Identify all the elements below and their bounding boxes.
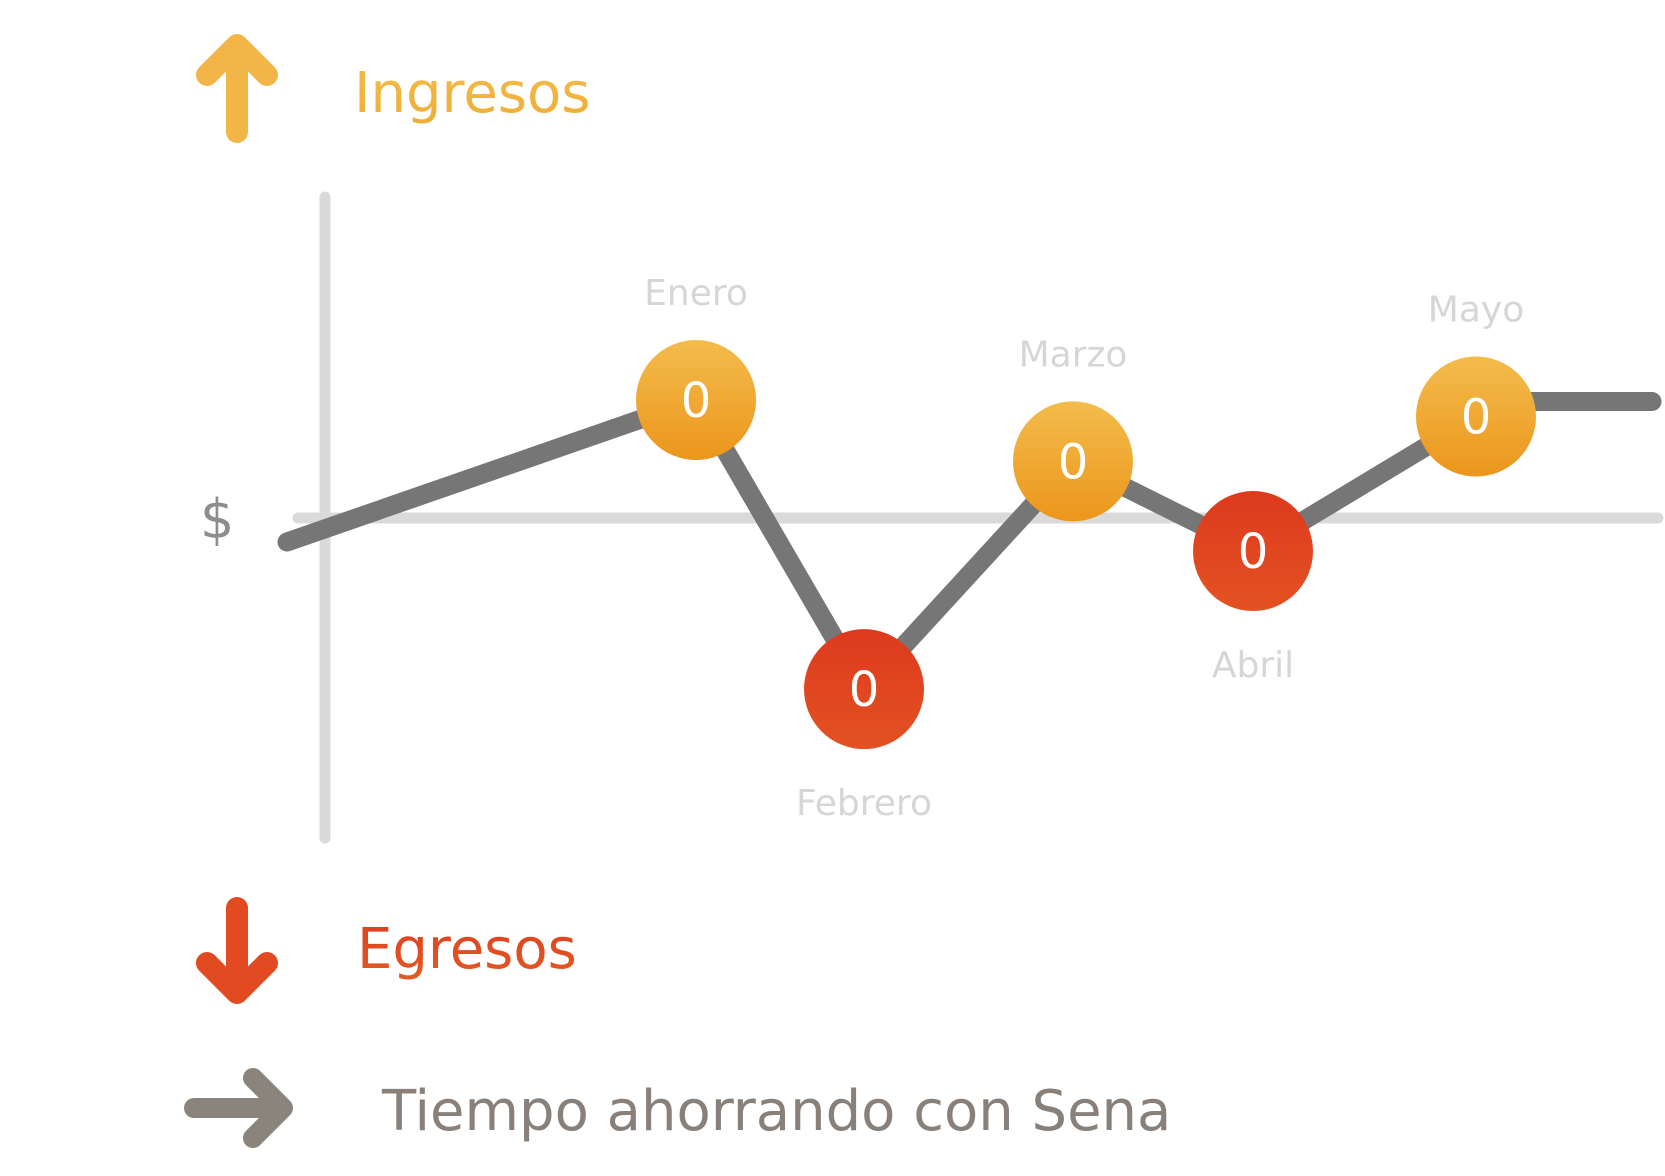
data-points: 0 0 0 0 0 <box>636 340 1536 750</box>
data-point-enero[interactable]: 0 <box>636 340 756 460</box>
value-label: 0 <box>849 662 880 718</box>
time-label: Tiempo ahorrando con Sena <box>381 1079 1171 1144</box>
arrow-right-icon <box>184 1068 293 1148</box>
axes <box>292 191 1664 844</box>
income-label: Ingresos <box>354 61 590 126</box>
month-label-febrero: Febrero <box>796 783 932 824</box>
data-point-febrero[interactable]: 0 <box>804 629 924 750</box>
data-point-mayo[interactable]: 0 <box>1416 356 1536 477</box>
arrow-up-icon <box>196 34 278 143</box>
y-axis-symbol: $ <box>200 488 234 551</box>
data-point-marzo[interactable]: 0 <box>1013 401 1133 522</box>
expense-legend: Egresos <box>196 897 577 1004</box>
expense-marker <box>1193 491 1313 612</box>
income-marker <box>1416 356 1536 477</box>
time-legend: Tiempo ahorrando con Sena <box>184 1068 1171 1148</box>
value-label: 0 <box>681 373 712 429</box>
data-point-abril[interactable]: 0 <box>1193 491 1313 612</box>
expense-marker <box>804 629 924 750</box>
arrow-down-icon <box>196 897 278 1004</box>
income-marker <box>636 340 756 460</box>
value-label: 0 <box>1461 390 1492 446</box>
income-marker <box>1013 401 1133 522</box>
month-label-mayo: Mayo <box>1428 290 1524 331</box>
expense-label: Egresos <box>357 917 577 982</box>
value-label: 0 <box>1058 434 1089 490</box>
value-label: 0 <box>1238 524 1269 580</box>
month-label-marzo: Marzo <box>1019 334 1128 375</box>
month-labels: Enero Febrero Marzo Abril Mayo <box>644 273 1524 824</box>
income-legend: Ingresos <box>196 34 590 143</box>
month-label-abril: Abril <box>1212 645 1294 686</box>
month-label-enero: Enero <box>644 273 748 314</box>
